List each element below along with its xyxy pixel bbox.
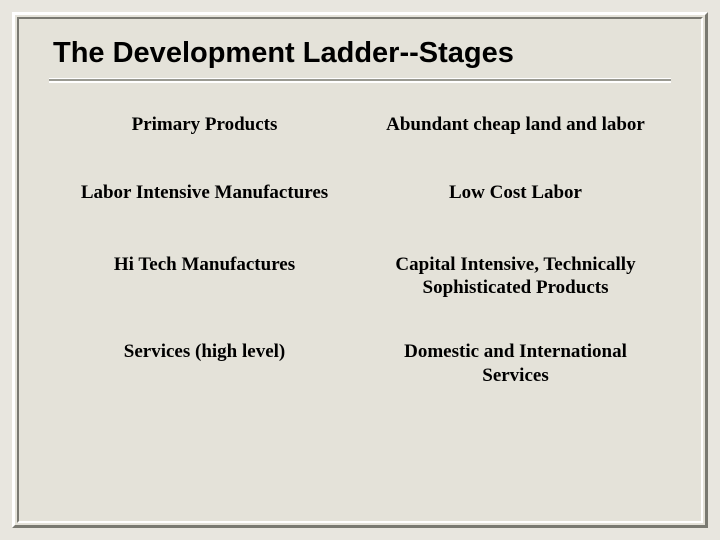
content-grid: Primary Products Abundant cheap land and… xyxy=(49,105,671,388)
divider-bottom xyxy=(49,81,671,83)
stage-1-desc: Abundant cheap land and labor xyxy=(370,113,661,137)
stage-2-desc: Low Cost Labor xyxy=(370,181,661,205)
stage-2-label: Labor Intensive Manufactures xyxy=(59,181,350,205)
slide-outer-frame: The Development Ladder--Stages Primary P… xyxy=(0,0,720,540)
stage-4-label: Services (high level) xyxy=(59,340,350,388)
slide-bevel-frame: The Development Ladder--Stages Primary P… xyxy=(12,12,708,528)
slide-content-area: The Development Ladder--Stages Primary P… xyxy=(17,17,703,523)
stage-4-desc: Domestic and International Services xyxy=(370,340,661,388)
stage-3-desc: Capital Intensive, Technically Sophistic… xyxy=(370,253,661,301)
slide-title: The Development Ladder--Stages xyxy=(53,37,671,70)
stage-1-label: Primary Products xyxy=(59,113,350,137)
title-divider xyxy=(49,78,671,83)
stage-3-label: Hi Tech Manufactures xyxy=(59,253,350,301)
